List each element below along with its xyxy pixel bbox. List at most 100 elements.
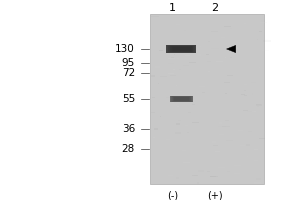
Bar [168,89,172,90]
Bar [254,160,258,161]
Bar [198,54,201,56]
Bar [216,61,223,62]
Bar [176,24,180,25]
Bar [206,54,209,55]
Bar [153,137,155,138]
Bar [168,175,173,176]
Bar [182,150,186,151]
Bar [167,108,171,109]
Bar [252,111,256,112]
Bar [153,94,158,95]
Bar [212,141,216,143]
Bar [176,177,179,179]
Bar [215,158,220,160]
Bar [236,32,242,33]
Bar [262,50,269,51]
Bar [166,139,170,140]
Bar [256,104,262,106]
Bar [197,64,201,65]
Bar [254,149,258,150]
Bar [168,73,174,74]
Bar [213,102,221,104]
Bar [248,131,252,132]
Bar [183,162,190,163]
Bar [174,97,189,101]
Bar [202,92,205,93]
Bar [260,31,262,32]
Bar [173,100,177,101]
Bar [244,90,246,91]
Bar [170,96,193,102]
Bar [177,158,182,159]
Bar [151,16,159,17]
Bar [230,28,232,29]
Bar [169,46,194,52]
Bar [172,69,175,70]
Bar [168,46,195,52]
Polygon shape [226,45,236,53]
Bar [151,178,154,179]
Bar [167,45,197,53]
Bar [234,173,240,174]
Bar [151,112,155,113]
Bar [241,61,242,62]
Bar [262,131,266,133]
Bar [150,14,264,184]
Bar [187,132,189,133]
Bar [254,182,261,184]
Bar [262,39,268,40]
Bar [177,58,178,59]
Bar [257,102,258,104]
Bar [226,140,233,141]
Bar [171,46,192,52]
Bar [259,138,266,139]
Bar [172,47,191,51]
Bar [172,97,190,101]
Bar [229,23,235,25]
Bar [224,82,230,83]
Bar [211,48,219,49]
Bar [218,126,226,127]
Bar [192,122,200,123]
Bar [192,175,197,176]
Bar [184,117,191,118]
Bar [196,108,198,110]
Bar [181,71,188,72]
Bar [256,106,259,107]
Bar [170,75,176,76]
Bar [225,120,229,121]
Bar [188,172,190,174]
Bar [178,120,181,121]
Bar [244,95,247,96]
Bar [222,126,230,127]
Bar [230,170,232,171]
Bar [234,165,241,166]
Bar [178,33,184,34]
Bar [194,171,196,173]
Bar [213,145,218,146]
Bar [173,97,190,101]
Bar [159,50,163,51]
Bar [256,104,261,105]
Bar [240,145,244,146]
Bar [207,61,211,62]
Bar [155,66,160,68]
Bar [230,57,232,58]
Text: 28: 28 [122,144,135,154]
Bar [193,147,201,149]
Bar [151,75,155,77]
Bar [219,122,222,124]
Bar [168,63,174,64]
Bar [247,111,254,112]
Bar [194,175,196,176]
Bar [160,116,161,117]
Bar [167,45,197,53]
Text: 95: 95 [122,58,135,68]
Bar [183,65,189,66]
Bar [260,22,267,23]
Bar [176,85,177,86]
Text: 2: 2 [211,3,218,13]
Bar [215,141,220,143]
Bar [243,75,250,76]
Bar [179,91,182,92]
